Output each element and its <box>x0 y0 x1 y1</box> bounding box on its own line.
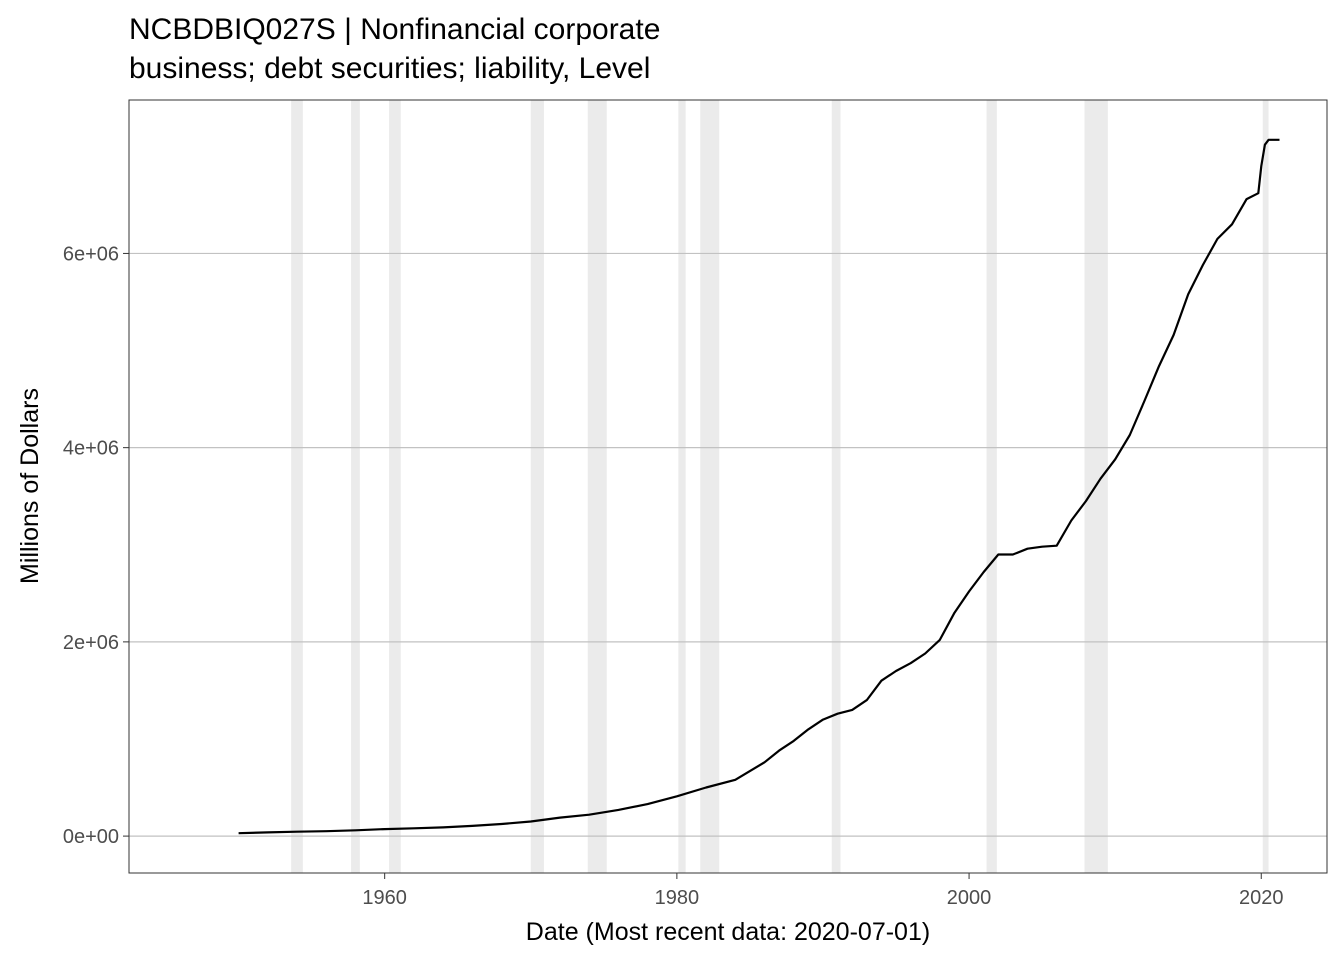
y-tick-label: 4e+06 <box>63 438 119 460</box>
recession-band <box>678 100 686 873</box>
horizontal-gridlines <box>129 252 1327 837</box>
recession-band <box>530 100 544 873</box>
y-tick-label: 2e+06 <box>63 632 119 654</box>
chart-title: NCBDBIQ027S | Nonfinancial corporate bus… <box>129 10 660 88</box>
recession-band <box>351 100 360 873</box>
recession-band <box>389 100 401 873</box>
x-axis-ticks: 1960 1980 2000 2020 <box>362 873 1284 909</box>
recession-band <box>291 100 303 873</box>
recession-band <box>831 100 841 873</box>
x-tick-label: 1980 <box>655 887 700 909</box>
y-axis-title: Millions of Dollars <box>16 388 44 584</box>
y-tick-label: 0e+00 <box>63 826 119 848</box>
recession-band <box>1262 100 1269 873</box>
y-tick-label: 6e+06 <box>63 243 119 265</box>
y-axis-ticks: 0e+00 2e+06 4e+06 6e+06 <box>63 243 129 848</box>
x-tick-label: 2020 <box>1239 887 1284 909</box>
recession-band <box>587 100 607 873</box>
recession-bands <box>291 100 1269 873</box>
chart-title-line-2: business; debt securities; liability, Le… <box>129 52 651 85</box>
series-line <box>238 138 1280 835</box>
x-tick-label: 1960 <box>362 887 407 909</box>
x-axis-title: Date (Most recent data: 2020-07-01) <box>526 918 930 946</box>
panel-border <box>128 99 1328 874</box>
x-tick-label: 2000 <box>947 887 992 909</box>
chart-title-line-1: NCBDBIQ027S | Nonfinancial corporate <box>129 13 661 46</box>
recession-band <box>986 100 997 873</box>
recession-band <box>700 100 720 873</box>
